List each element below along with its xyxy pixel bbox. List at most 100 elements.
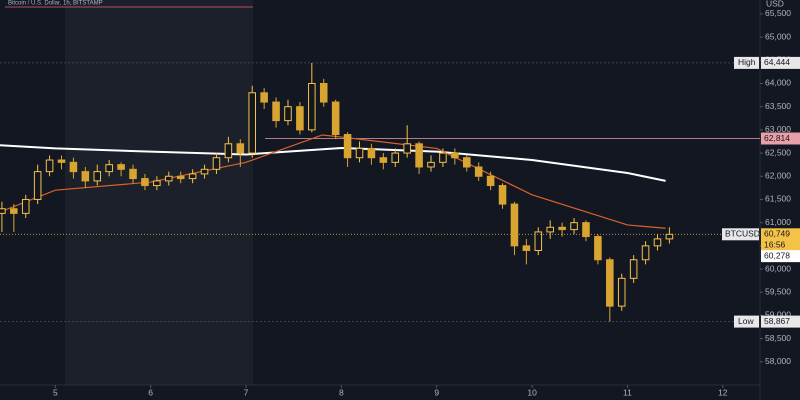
- candle-body: [510, 203, 519, 247]
- level-tag-label: High: [738, 57, 756, 67]
- y-tick-label: 61,500: [765, 194, 791, 204]
- level-tag-label: Low: [738, 316, 754, 326]
- y-tick-label: 60,000: [765, 263, 791, 273]
- moving-average: [0, 144, 666, 182]
- candle-body: [236, 143, 245, 154]
- x-tick-label: 6: [148, 387, 153, 397]
- symbol-tag: [722, 228, 759, 241]
- candle-body: [0, 208, 6, 214]
- x-tick-label: 7: [244, 387, 249, 397]
- candle-body: [129, 168, 137, 180]
- y-tick-label: 58,000: [765, 356, 791, 366]
- candle-body: [653, 238, 662, 247]
- candle-body: [367, 147, 376, 159]
- candle-body: [21, 198, 30, 214]
- candle-body: [296, 106, 304, 131]
- candle-body: [486, 175, 495, 187]
- candle-body: [212, 157, 221, 170]
- candle-body: [427, 161, 435, 168]
- candle-body: [641, 245, 650, 261]
- candle-body: [570, 222, 578, 231]
- candle-body: [105, 164, 113, 173]
- x-tick-label: 10: [527, 387, 537, 397]
- candle-body: [33, 171, 42, 200]
- y-tick-label: 63,000: [765, 124, 791, 134]
- level-value-box: [761, 132, 800, 145]
- candle-body: [272, 101, 280, 122]
- y-axis-label: USD: [766, 0, 784, 8]
- y-tick-label: 62,500: [765, 147, 791, 157]
- candle-body: [248, 92, 256, 154]
- last-price: 60,749: [764, 229, 790, 239]
- symbol-tag-label: BTCUSD: [725, 229, 760, 239]
- candle-body: [153, 180, 161, 187]
- y-tick-label: 59,000: [765, 310, 791, 320]
- y-tick-label: 61,000: [765, 217, 791, 227]
- candle-body: [498, 185, 507, 205]
- candle-body: [69, 161, 78, 173]
- candle-body: [522, 245, 531, 251]
- candle-body: [534, 231, 543, 251]
- candle-body: [474, 166, 483, 177]
- candle-body: [200, 168, 209, 175]
- candle-body: [439, 152, 447, 163]
- candle-body: [188, 173, 197, 180]
- level-value: 58,867: [764, 316, 790, 326]
- candle-body: [582, 222, 590, 238]
- countdown: 16:56: [764, 240, 786, 250]
- moving-average: [0, 134, 666, 229]
- marker-price: 60,278: [764, 250, 790, 260]
- last-price-box: [761, 228, 800, 252]
- candle-body: [260, 92, 268, 103]
- y-tick-label: 62,000: [765, 171, 791, 181]
- candle-body: [415, 143, 423, 168]
- level-tag: [734, 315, 759, 328]
- candle-body: [284, 106, 292, 122]
- y-tick-label: 65,000: [765, 31, 791, 41]
- y-tick-label: 65,500: [765, 8, 791, 18]
- level-value: 64,444: [764, 57, 790, 67]
- session-highlight: [65, 0, 253, 385]
- candle-body: [343, 134, 352, 159]
- level-tag: [734, 56, 759, 69]
- candle-body: [617, 277, 626, 307]
- candle-body: [594, 236, 602, 261]
- candle-body: [606, 259, 614, 307]
- x-tick-label: 12: [718, 387, 728, 397]
- candle-body: [558, 226, 566, 231]
- candle-body: [224, 143, 233, 159]
- x-tick-label: 8: [339, 387, 344, 397]
- candle-body: [45, 159, 54, 173]
- candle-body: [546, 226, 554, 233]
- candle-body: [462, 157, 471, 168]
- candle-body: [141, 178, 149, 187]
- level-value: 62,814: [764, 133, 790, 143]
- candle-body: [319, 82, 328, 103]
- y-tick-label: 64,000: [765, 78, 791, 88]
- candle-body: [117, 164, 125, 170]
- y-tick-label: 59,500: [765, 286, 791, 296]
- candle-body: [10, 208, 18, 214]
- candle-body: [93, 171, 102, 182]
- marker-price-box: [761, 250, 800, 263]
- candle-body: [379, 157, 388, 163]
- candle-body: [665, 233, 674, 240]
- y-tick-label: 58,500: [765, 333, 791, 343]
- level-value-box: [761, 315, 800, 328]
- candle-body: [403, 143, 411, 154]
- x-tick-label: 11: [623, 387, 632, 397]
- candle-body: [57, 159, 66, 163]
- y-tick-label: 63,500: [765, 101, 791, 111]
- candle-body: [451, 152, 459, 159]
- candle-body: [391, 152, 400, 163]
- candle-body: [629, 259, 638, 279]
- candle-body: [331, 101, 340, 136]
- candle-body: [355, 147, 364, 159]
- chart-title: Bitcoin / U.S. Dollar, 1h, BITSTAMP: [8, 1, 103, 7]
- level-value-box: [761, 56, 800, 69]
- candle-body: [81, 171, 90, 182]
- candle-body: [165, 175, 173, 182]
- candle-body: [176, 175, 185, 180]
- candle-body: [308, 82, 316, 131]
